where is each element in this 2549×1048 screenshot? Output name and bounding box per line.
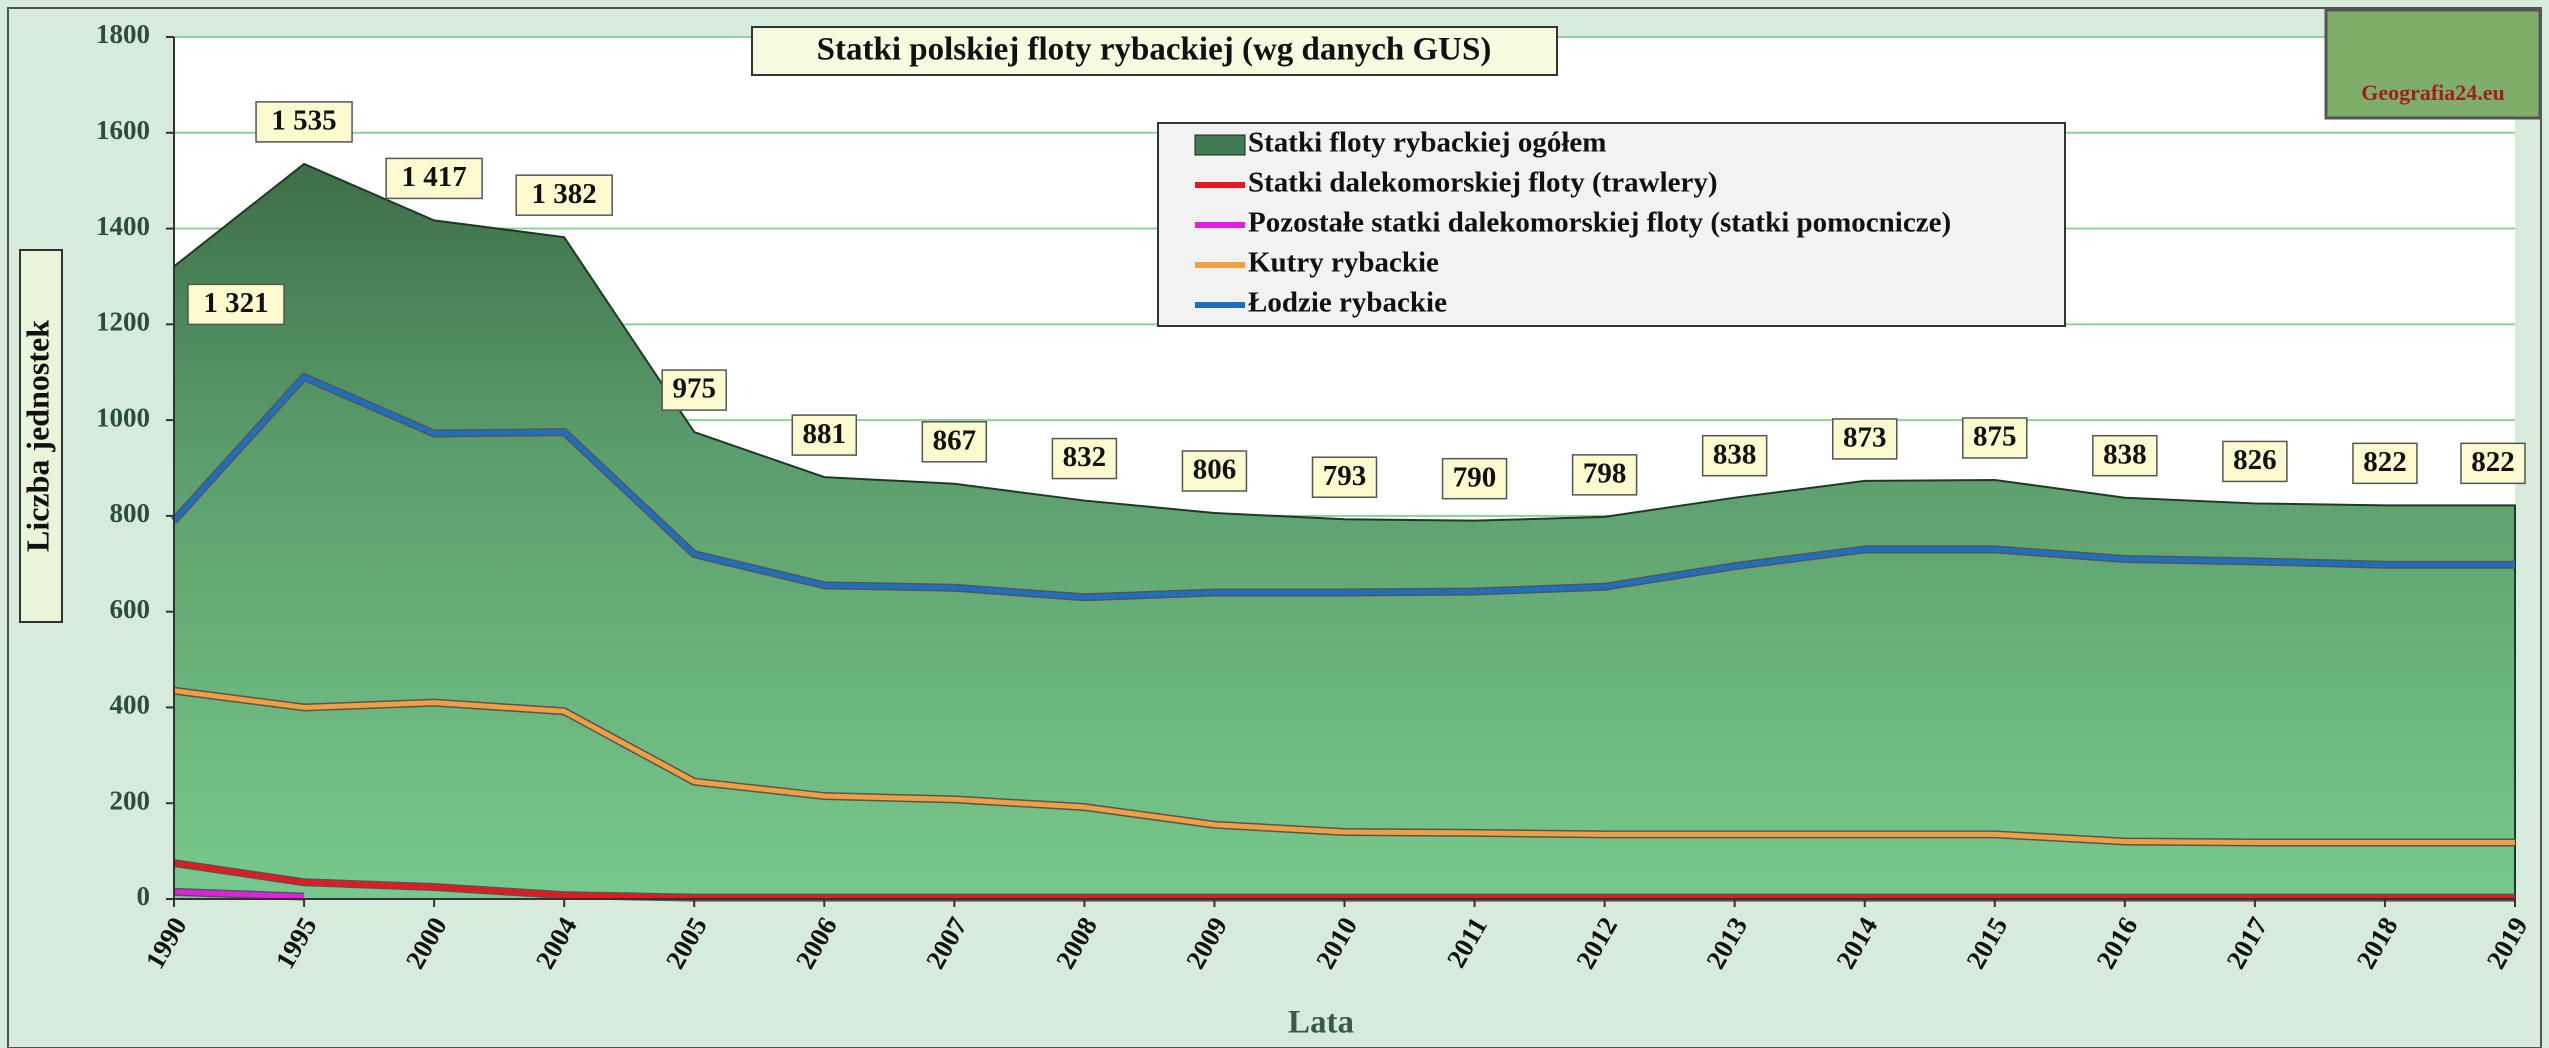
data-label: 1 321 [203, 287, 268, 319]
data-label-box [1441, 457, 1508, 500]
data-label: 822 [2471, 446, 2515, 478]
data-label: 798 [1583, 458, 1627, 490]
legend-label: Kutry rybackie [1248, 247, 1439, 279]
data-label: 1 535 [271, 105, 336, 137]
data-label-box [791, 414, 858, 456]
chart-title: Statki polskiej floty rybackiej (wg dany… [817, 32, 1492, 68]
data-label-box [187, 283, 285, 326]
data-label-box [2352, 442, 2418, 485]
line [172, 374, 2515, 600]
legend-swatch [1194, 134, 1246, 156]
line [173, 688, 2515, 845]
data-label: 790 [1453, 461, 1497, 493]
y-tick-label: 400 [110, 690, 151, 720]
data-label: 832 [1063, 441, 1107, 473]
line [173, 860, 2515, 901]
data-label-box [1701, 434, 1768, 477]
y-tick-label: 0 [137, 881, 151, 911]
data-label: 838 [2103, 438, 2147, 470]
data-label-box [1571, 454, 1638, 496]
legend-label: Statki floty rybackiej ogółem [1248, 127, 1606, 159]
legend-label: Statki dalekomorskiej floty (trawlery) [1248, 167, 1718, 199]
data-label-box [2222, 440, 2288, 483]
y-tick-label: 1600 [96, 115, 150, 145]
legend-label: Łodzie rybackie [1248, 287, 1447, 319]
line [173, 889, 305, 900]
data-label: 867 [933, 424, 977, 456]
y-tick-label: 200 [110, 785, 151, 815]
data-label-box [2460, 442, 2526, 485]
data-label: 793 [1323, 460, 1367, 492]
title-box [751, 26, 1558, 76]
data-label: 875 [1973, 421, 2017, 453]
data-label-box [385, 157, 483, 200]
data-label: 838 [1713, 438, 1757, 470]
data-label: 873 [1843, 422, 1887, 454]
data-label: 806 [1193, 454, 1237, 486]
y-tick-label: 1200 [96, 307, 150, 337]
y-axis-label: Liczba jednostek [19, 320, 55, 552]
y-tick-label: 1000 [96, 402, 150, 432]
data-label: 1 382 [532, 178, 597, 210]
x-axis-label: Lata [1288, 1005, 1354, 1041]
data-label-box [1051, 437, 1118, 480]
data-label: 826 [2233, 444, 2277, 476]
data-label-box [2092, 434, 2158, 477]
data-label-box [661, 369, 727, 411]
logo [2324, 8, 2542, 120]
area [173, 162, 2516, 900]
data-label-box [921, 421, 988, 463]
data-label: 822 [2363, 446, 2407, 478]
data-label: 1 417 [401, 161, 466, 193]
y-tick-label: 1800 [96, 19, 150, 49]
data-label-box [255, 101, 353, 143]
data-label-box [515, 174, 613, 216]
data-label-box [1311, 456, 1378, 498]
logo-text: Geografia24.eu [2361, 80, 2505, 105]
y-tick-label: 800 [110, 498, 151, 528]
y-tick-label: 1400 [96, 211, 150, 241]
data-label: 975 [672, 373, 716, 405]
y-tick-label: 600 [110, 594, 151, 624]
data-label-box [1962, 417, 2028, 459]
legend [1157, 122, 2066, 327]
legend-entries: Statki floty rybackiej ogółem Statki dale… [1194, 127, 1951, 319]
data-label-box [1831, 418, 1898, 460]
legend-label: Pozostałe statki dalekomorskiej floty (s… [1248, 207, 1951, 239]
data-label-box [1181, 450, 1248, 492]
y-label-box [19, 249, 63, 623]
marks [171, 162, 2516, 902]
data-label: 881 [803, 418, 847, 450]
